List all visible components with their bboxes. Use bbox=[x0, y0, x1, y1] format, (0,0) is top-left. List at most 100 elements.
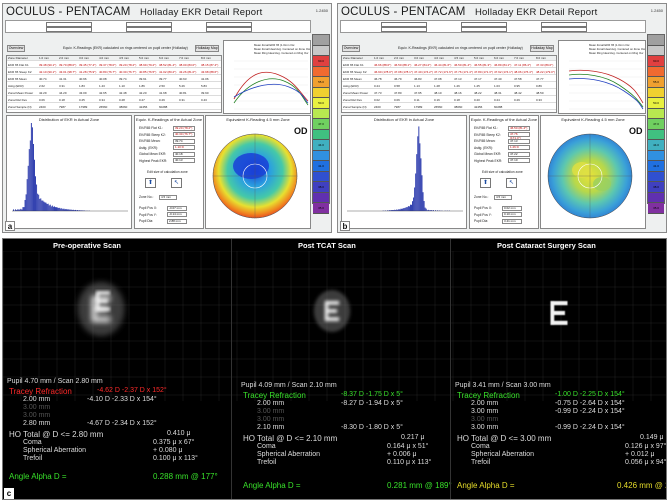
holladay-map-button[interactable]: Holladay Map bbox=[530, 45, 554, 52]
zone-value-field: 1.10 D bbox=[173, 145, 195, 150]
pointer-icon[interactable]: ↖ bbox=[506, 178, 517, 188]
zone-value-label: EK/R65 Steep K2: bbox=[474, 132, 501, 137]
zone-refraction: -8.27 D -1.94 D x 5° bbox=[341, 400, 403, 407]
patient-field[interactable] bbox=[46, 27, 92, 32]
table-cell: 39.70 (88.0°) bbox=[59, 63, 77, 67]
scan-comparison-panel: Pre-operative Scan Pupil 4.70 mm / Scan 2… bbox=[2, 238, 667, 500]
pupil-value-field: 2.88 mm bbox=[167, 218, 187, 224]
refraction-label: Tracey Refraction bbox=[457, 391, 520, 400]
histogram-bar bbox=[84, 210, 86, 211]
histogram-bar bbox=[415, 173, 417, 211]
table-cell: 8.0 mm bbox=[536, 56, 547, 60]
histogram-bar bbox=[45, 202, 47, 211]
eye-field[interactable] bbox=[541, 22, 587, 27]
table-cell: 41.06 bbox=[201, 77, 209, 81]
table-cell: 46.50 (81.4°) bbox=[454, 63, 472, 67]
refraction-label: Tracey Refraction bbox=[9, 387, 72, 396]
table-cell: 4.0 mm bbox=[99, 56, 110, 60]
pupil-scan-info: Pupil 3.41 mm / Scan 3.00 mm bbox=[455, 382, 551, 389]
table-cell: 1.13 bbox=[414, 84, 420, 88]
scale-cell: 47.0 bbox=[648, 119, 664, 130]
histogram-bar bbox=[51, 205, 53, 211]
table-cell: 7987 bbox=[59, 105, 66, 109]
histogram-bar bbox=[68, 209, 70, 211]
table-cell: 0.43 bbox=[201, 98, 207, 102]
comment-field[interactable] bbox=[541, 27, 587, 32]
zone-no-field[interactable]: 4.5 mm bbox=[159, 194, 177, 200]
table-cell: 38060 bbox=[119, 105, 128, 109]
table-cell: 7.0 mm bbox=[179, 56, 190, 60]
patient-field[interactable] bbox=[381, 22, 427, 27]
scale-cell bbox=[648, 150, 664, 161]
scan-grid bbox=[3, 250, 666, 401]
histogram-bar bbox=[421, 175, 423, 211]
exam-field[interactable] bbox=[461, 22, 507, 27]
table-cell: 4.0 mm bbox=[434, 56, 445, 60]
histogram-bar bbox=[54, 206, 55, 211]
table-cell: 39.77 bbox=[159, 77, 167, 81]
histogram-bar bbox=[75, 209, 76, 211]
overview-button[interactable]: Overview bbox=[7, 45, 25, 52]
pupil-scan-info: Pupil 4.09 mm / Scan 2.10 mm bbox=[241, 382, 337, 389]
overview-button[interactable]: Overview bbox=[342, 45, 360, 52]
table-cell: 44.29 bbox=[59, 91, 67, 95]
column-divider bbox=[231, 239, 232, 499]
ho-total-label: HO Total @ D <= 3.00 mm bbox=[457, 434, 552, 443]
scale-cell: 60.0 bbox=[313, 56, 329, 67]
comment-field[interactable] bbox=[206, 27, 252, 32]
table-cell: 46.83 bbox=[414, 77, 422, 81]
eye-field[interactable] bbox=[206, 22, 252, 27]
ho-item-label: Trefoil bbox=[471, 459, 491, 466]
table-cell: 38.15 (87.4°) bbox=[201, 63, 219, 67]
scan-images bbox=[3, 250, 666, 401]
exam-field[interactable] bbox=[126, 27, 172, 32]
histogram-bar bbox=[40, 198, 42, 211]
histogram-bar bbox=[52, 206, 54, 211]
histogram-bar bbox=[62, 209, 64, 211]
table-cell: 41.02 (80.2°) bbox=[159, 70, 177, 74]
ho-item-label: Coma bbox=[471, 443, 490, 450]
table-cell: 43.98 (88.6°) bbox=[201, 70, 219, 74]
scan-title: Post Cataract Surgery Scan bbox=[497, 241, 596, 250]
scale-cell: 38.0 bbox=[313, 182, 329, 193]
patient-field[interactable] bbox=[381, 27, 427, 32]
pupil-value-field: 0.02 mm bbox=[502, 205, 522, 211]
table-row: EKR 65 Mean 46.78 46.79 46.83 47.08 47.13 47.1… bbox=[342, 77, 556, 83]
legend-entry: Mean Ring Ideal Avg. Centered on Ring Ow bbox=[254, 51, 309, 55]
table-cell: 1.83 bbox=[79, 84, 85, 88]
histogram-bar bbox=[79, 210, 81, 211]
exam-field[interactable] bbox=[461, 27, 507, 32]
row-label: Zone Diameter bbox=[8, 56, 28, 60]
table-cell: 4.5 mm bbox=[454, 56, 465, 60]
zone-value-label: Global Mean EKR: bbox=[139, 152, 167, 156]
pointer-icon[interactable]: ↖ bbox=[171, 178, 182, 188]
row-label: Zonal Rel Dev bbox=[8, 98, 28, 102]
curve-line bbox=[233, 71, 309, 102]
holladay-map-button[interactable]: Holladay Map bbox=[195, 45, 219, 52]
table-cell: 0.18 bbox=[454, 98, 460, 102]
patient-field[interactable] bbox=[46, 22, 92, 27]
row-label: Astig (EKR) bbox=[8, 84, 24, 88]
histogram-bar bbox=[417, 136, 419, 211]
scale-cell bbox=[313, 35, 329, 46]
table-cell: 1.0 mm bbox=[374, 56, 385, 60]
ho-item-label: Coma bbox=[257, 443, 276, 450]
histogram-bar bbox=[402, 208, 404, 211]
exam-field[interactable] bbox=[126, 22, 172, 27]
ho-item-label: Spherical Aberration bbox=[471, 451, 535, 458]
histogram-bar bbox=[35, 176, 36, 211]
pupil-value-label: Pupil Dia: bbox=[474, 219, 489, 223]
table-cell: 43.26 (81.0°) bbox=[179, 70, 197, 74]
table-cell: 42456 bbox=[139, 105, 148, 109]
table-cell: 2.50 bbox=[159, 84, 165, 88]
table-cell: 0.58 bbox=[394, 84, 400, 88]
table-cell: 48.10 bbox=[434, 91, 442, 95]
zoom-in-icon[interactable]: ⬆ bbox=[480, 178, 491, 188]
zoom-in-icon[interactable]: ⬆ bbox=[145, 178, 156, 188]
zone-no-field[interactable]: 4.5 mm bbox=[494, 194, 512, 200]
histogram-bar bbox=[41, 200, 43, 211]
table-cell: 26560 bbox=[99, 105, 108, 109]
table-cell: 5.83 bbox=[201, 84, 207, 88]
histogram-bar bbox=[24, 199, 26, 211]
ho-item-value: + 0.006 μ bbox=[387, 451, 417, 458]
